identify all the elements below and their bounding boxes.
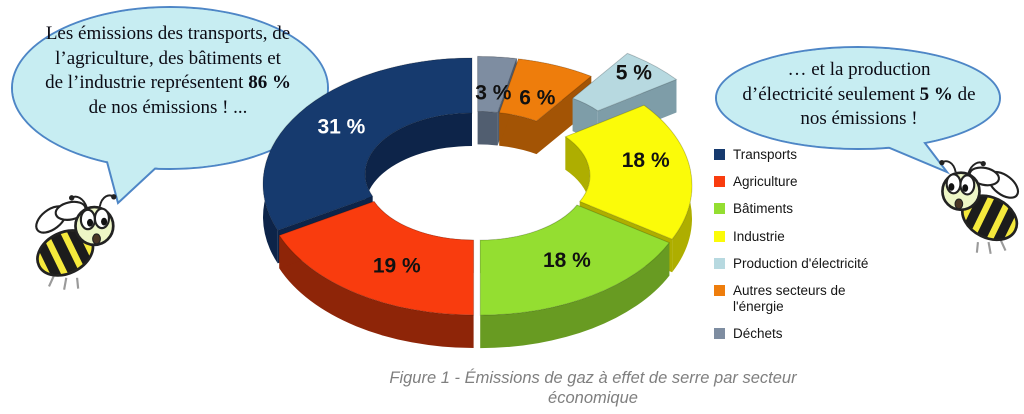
segment-value-label: 6 % [519, 87, 556, 110]
legend-item-autres-secteurs-de-l-energie: Autres secteurs de l'énergie [714, 283, 890, 315]
speech-bubble-left [11, 6, 329, 205]
legend-swatch [714, 230, 725, 242]
legend-swatch [714, 176, 725, 188]
bubble-body-cover [717, 48, 999, 148]
legend-swatch [714, 149, 725, 160]
bee-icon-left [34, 194, 117, 290]
bubble-body-cover [13, 8, 327, 168]
segment-inner-wall [499, 112, 537, 155]
legend-swatch [714, 328, 725, 340]
chart-legend: Transports Agriculture Bâtiments Industrie P… [714, 147, 890, 354]
segment-top-face [262, 57, 473, 232]
segment-outer-wall [480, 242, 670, 349]
speech-text-left-after: de nos émissions ! ... [88, 97, 248, 119]
segment-value-label: 19 % [373, 254, 421, 277]
legend-label: Production d'électricité [733, 255, 869, 271]
legend-item-industrie: Industrie [714, 229, 890, 245]
donut-segment-autres-secteurs-de-l-energie [498, 58, 593, 155]
legend-label: Transports [733, 147, 798, 162]
legend-item-batiments: Bâtiments [714, 201, 890, 217]
donut-chart: 31 % 19 % 18 % 18 % 5 % 6 % 3 % [262, 52, 693, 349]
segment-inner-wall [365, 113, 472, 230]
speech-bubble-right [715, 46, 1001, 175]
legend-label: Industrie [733, 228, 785, 244]
segment-top-face [564, 104, 693, 240]
legend-label: Déchets [733, 326, 783, 342]
speech-text-right: … et la production d’électricité seuleme… [742, 58, 976, 132]
segment-outer-wall [279, 235, 474, 348]
legend-swatch [714, 203, 725, 215]
figure-caption: Figure 1 - Émissions de gaz à effet de s… [389, 369, 797, 408]
speech-text-right-bold: 5 % [919, 83, 953, 105]
legend-item-dechets: Déchets [714, 326, 890, 342]
speech-text-right-before: … et la production d’électricité seuleme… [742, 59, 931, 105]
bee-icon-right [939, 159, 1020, 254]
segment-top-face [479, 204, 671, 316]
segment-inner-wall [477, 111, 498, 146]
legend-item-agriculture: Agriculture [714, 174, 890, 190]
segment-value-label: 18 % [543, 249, 591, 272]
segment-value-label: 3 % [475, 81, 512, 104]
speech-text-left: Les émissions des transports, de l’agric… [44, 22, 292, 121]
legend-item-production-d-electricite: Production d'électricité [714, 256, 890, 272]
legend-label: Bâtiments [733, 201, 794, 217]
segment-top-face [477, 55, 518, 114]
segment-top-face [278, 200, 475, 316]
legend-item-transports: Transports [714, 147, 890, 163]
segment-value-label: 31 % [317, 115, 365, 138]
speech-text-right-after: de nos émissions ! [800, 83, 976, 130]
legend-swatch [714, 284, 725, 296]
segment-value-label: 18 % [622, 149, 670, 172]
speech-text-left-before: Les émissions des transports, de l’agric… [45, 23, 291, 94]
legend-label: Autres secteurs de l'énergie [733, 282, 846, 315]
segment-top-face [571, 52, 678, 112]
speech-text-left-bold: 86 % [248, 72, 291, 94]
segment-top-face [498, 58, 593, 122]
legend-swatch [714, 257, 725, 269]
donut-segment-batiments [479, 204, 671, 349]
donut-segment-agriculture [278, 200, 475, 348]
legend-label: Agriculture [733, 174, 798, 190]
segment-value-label: 5 % [616, 62, 653, 85]
